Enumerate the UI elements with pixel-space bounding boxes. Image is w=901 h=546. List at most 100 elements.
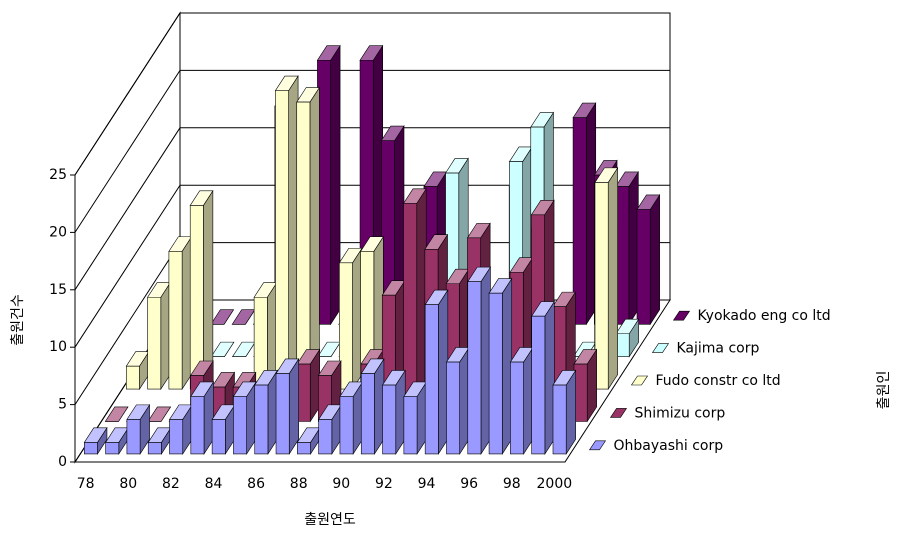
legend-swatch bbox=[588, 440, 607, 451]
bar bbox=[296, 86, 320, 391]
x-tick-label: 96 bbox=[460, 476, 478, 492]
bar bbox=[168, 403, 193, 455]
x-tick-label: 98 bbox=[503, 476, 521, 492]
bar bbox=[403, 380, 428, 455]
bar bbox=[572, 102, 597, 326]
bar-side bbox=[607, 166, 618, 391]
bar bbox=[636, 193, 661, 326]
bar-front bbox=[126, 419, 141, 455]
bar bbox=[424, 289, 449, 455]
grid-line bbox=[74, 69, 670, 233]
bar-front bbox=[424, 304, 439, 455]
bar bbox=[253, 281, 278, 391]
bar-front bbox=[105, 442, 120, 455]
bar-front bbox=[446, 361, 460, 455]
bar-front bbox=[147, 442, 162, 455]
bar bbox=[380, 125, 405, 326]
bar bbox=[573, 348, 598, 423]
bar-front bbox=[147, 296, 162, 390]
legend-label: Shimizu corp bbox=[635, 405, 726, 421]
bar-front bbox=[531, 315, 546, 455]
bar-front bbox=[594, 182, 609, 390]
bar-front bbox=[125, 365, 140, 390]
bar-front bbox=[233, 396, 247, 455]
bar-side bbox=[649, 193, 660, 326]
x-tick-label: 2000 bbox=[537, 476, 573, 492]
bar-front bbox=[318, 419, 333, 455]
x-tick-label: 80 bbox=[119, 476, 137, 492]
legend-swatch bbox=[672, 310, 691, 321]
bar-side bbox=[203, 189, 214, 391]
y-tick-label: 10 bbox=[49, 339, 67, 355]
x-axis-label: 출원연도 bbox=[304, 512, 356, 528]
bar bbox=[615, 170, 639, 326]
bar-front bbox=[572, 117, 587, 325]
bar-front bbox=[296, 363, 311, 422]
bar-front bbox=[339, 396, 354, 455]
x-tick-label: 94 bbox=[418, 476, 436, 492]
y-tick-label: 20 bbox=[49, 224, 67, 240]
bar bbox=[147, 426, 172, 455]
bar bbox=[488, 277, 513, 455]
legend-swatch bbox=[609, 408, 628, 418]
bar-front bbox=[573, 363, 588, 422]
bar-front bbox=[297, 442, 311, 455]
grid-line bbox=[74, 127, 670, 291]
x-tick-label: 88 bbox=[290, 476, 308, 492]
bar bbox=[210, 309, 235, 325]
bar bbox=[189, 189, 214, 391]
bar-front bbox=[275, 90, 289, 390]
bar bbox=[125, 350, 150, 391]
bar bbox=[147, 406, 172, 422]
bar-side bbox=[330, 44, 341, 326]
z-axis-label: 출원인 bbox=[876, 371, 892, 410]
bar-front bbox=[615, 333, 630, 358]
legend-label: Fudo constr co ltd bbox=[656, 373, 781, 389]
y-tick-label: 25 bbox=[49, 167, 67, 183]
bar bbox=[594, 166, 619, 391]
bar bbox=[168, 235, 193, 391]
x-tick-label: 90 bbox=[332, 476, 350, 492]
x-tick-label: 78 bbox=[77, 476, 95, 492]
bar-front bbox=[382, 384, 397, 455]
bar-front bbox=[636, 209, 651, 325]
grid-line bbox=[74, 12, 670, 176]
bar bbox=[83, 426, 108, 455]
bar-front bbox=[190, 396, 205, 455]
bar bbox=[509, 346, 534, 455]
y-tick-label: 15 bbox=[49, 282, 67, 298]
legend-label: Kyokado eng co ltd bbox=[698, 308, 831, 324]
bar bbox=[232, 380, 257, 455]
x-tick-label: 86 bbox=[247, 476, 265, 492]
bar bbox=[210, 341, 235, 358]
bar-front bbox=[467, 281, 482, 455]
legend-swatch bbox=[630, 375, 649, 386]
legend-label: Kajima corp bbox=[677, 341, 760, 357]
bar bbox=[531, 300, 555, 455]
bar bbox=[275, 357, 300, 455]
bar-side bbox=[309, 86, 320, 391]
bar-front bbox=[169, 419, 184, 455]
bar bbox=[445, 346, 470, 455]
bar-front bbox=[296, 101, 311, 390]
bar-front bbox=[339, 262, 353, 390]
bar-front bbox=[275, 373, 290, 455]
x-tick-label: 84 bbox=[205, 476, 223, 492]
bar bbox=[126, 403, 151, 455]
bar-front bbox=[403, 396, 418, 455]
bar bbox=[211, 403, 236, 455]
bar-front bbox=[83, 442, 98, 455]
bar bbox=[318, 403, 342, 455]
bar bbox=[296, 348, 321, 423]
bar bbox=[338, 247, 363, 391]
bar bbox=[467, 266, 491, 455]
bar bbox=[147, 281, 171, 391]
y-tick-label: 0 bbox=[58, 454, 67, 470]
bar bbox=[382, 369, 406, 455]
bar bbox=[104, 406, 129, 422]
bar bbox=[339, 380, 364, 455]
bar-front bbox=[488, 292, 503, 455]
bar bbox=[403, 187, 427, 423]
y-axis-label: 출원건수 bbox=[10, 294, 26, 346]
